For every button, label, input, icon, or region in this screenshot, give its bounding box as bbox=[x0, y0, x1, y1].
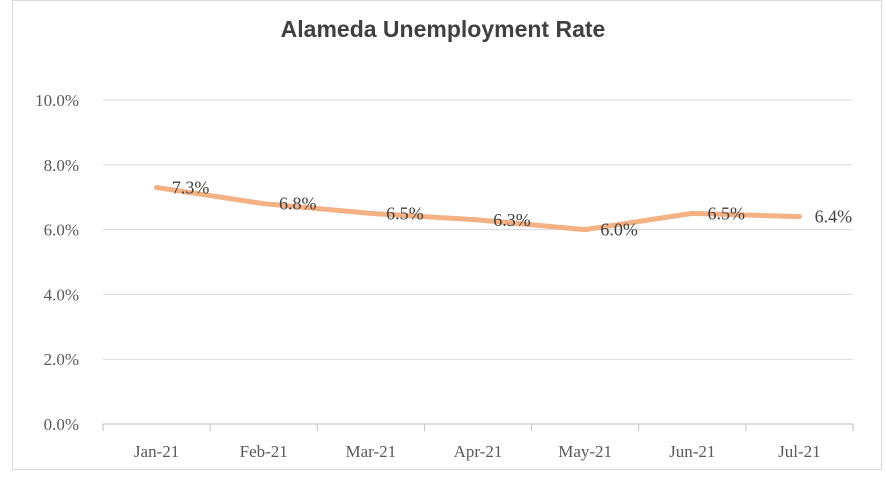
data-label: 6.3% bbox=[493, 210, 531, 230]
x-tick-label: Jun-21 bbox=[669, 442, 715, 461]
y-tick-label: 8.0% bbox=[44, 156, 79, 175]
x-tick-label: May-21 bbox=[558, 442, 612, 461]
gridlines bbox=[103, 99, 853, 360]
data-label: 6.0% bbox=[600, 220, 638, 240]
x-tick-label: Mar-21 bbox=[346, 442, 397, 461]
data-label: 6.8% bbox=[279, 194, 317, 214]
y-tick-label: 0.0% bbox=[44, 415, 79, 434]
chart-frame bbox=[12, 0, 882, 470]
data-label: 6.5% bbox=[708, 203, 746, 223]
data-point bbox=[796, 214, 802, 220]
y-tick-label: 4.0% bbox=[44, 285, 79, 304]
y-axis-tick-labels: 0.0% 2.0% 4.0% 6.0% 8.0% 10.0% bbox=[35, 91, 79, 434]
data-point bbox=[261, 201, 267, 207]
data-label: 6.5% bbox=[386, 203, 424, 223]
data-point bbox=[368, 210, 374, 216]
x-tick-label: Jan-21 bbox=[134, 442, 179, 461]
x-axis-tick-labels: Jan-21 Feb-21 Mar-21 Apr-21 May-21 Jun-21 Jul-… bbox=[134, 442, 821, 461]
data-label: 6.4% bbox=[815, 207, 853, 227]
series-line bbox=[154, 184, 802, 233]
data-labels: 7.3% 6.8% 6.5% 6.3% 6.0% 6.5% 6.4% bbox=[172, 177, 852, 239]
x-axis bbox=[102, 423, 854, 431]
series-layer bbox=[154, 184, 802, 233]
x-tick-label: Apr-21 bbox=[454, 442, 503, 461]
y-tick-label: 6.0% bbox=[44, 221, 79, 240]
data-point bbox=[475, 217, 481, 223]
chart-title: Alameda Unemployment Rate bbox=[280, 16, 606, 42]
x-tick-label: Jul-21 bbox=[778, 442, 821, 461]
x-tick-label: Feb-21 bbox=[240, 442, 288, 461]
data-point bbox=[154, 184, 160, 190]
y-tick-label: 2.0% bbox=[44, 350, 79, 369]
data-point bbox=[689, 210, 695, 216]
data-point bbox=[582, 227, 588, 233]
y-tick-label: 10.0% bbox=[35, 91, 79, 110]
data-label: 7.3% bbox=[172, 177, 210, 197]
